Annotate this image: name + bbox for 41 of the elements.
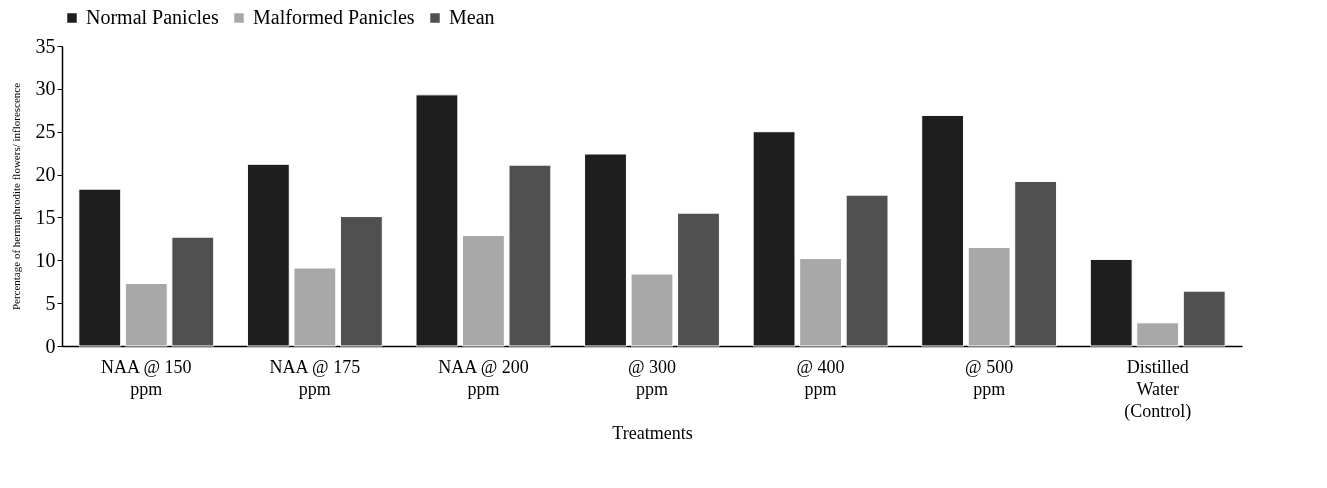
bar	[462, 234, 505, 347]
y-tick-label: 35	[35, 34, 56, 57]
y-tick-label: 25	[35, 120, 56, 143]
y-tick-label: 20	[35, 163, 56, 186]
x-tick-label: Distilled Water (Control)	[1124, 356, 1192, 422]
y-tick-label: 10	[35, 248, 56, 271]
bar	[246, 163, 290, 347]
bar	[584, 153, 627, 347]
bar	[677, 212, 720, 347]
y-tick-label: 30	[35, 77, 56, 100]
bar	[967, 246, 1011, 347]
legend-label: Malformed Panicles	[253, 6, 415, 28]
bar	[415, 94, 459, 347]
legend-label: Mean	[449, 6, 495, 28]
x-tick-label: NAA @ 175 ppm	[269, 356, 361, 399]
bar	[1136, 322, 1180, 347]
x-tick-label: @ 300 ppm	[627, 356, 677, 399]
bar	[171, 236, 215, 347]
x-tick-label: @ 400 ppm	[796, 356, 845, 399]
bar	[1182, 290, 1226, 347]
y-tick-label: 15	[35, 205, 56, 228]
x-axis-title: Treatments	[612, 422, 693, 443]
bar	[293, 267, 337, 347]
y-tick-label: 5	[45, 291, 56, 314]
bar	[752, 131, 796, 347]
bar	[124, 282, 168, 347]
x-tick-label: NAA @ 200 ppm	[438, 356, 529, 399]
y-tick-label: 0	[45, 334, 56, 357]
bar	[1089, 258, 1133, 347]
bar	[1014, 180, 1058, 347]
x-tick-label: @ 500 ppm	[965, 356, 1014, 399]
bar	[921, 114, 965, 347]
bar	[78, 188, 122, 347]
bar	[799, 258, 842, 347]
legend-label: Normal Panicles	[86, 6, 219, 28]
bar	[339, 216, 383, 347]
bar	[508, 164, 552, 347]
y-axis-title: Percentage of hermaphrodite flowers/ inflorescence	[9, 82, 22, 311]
bar	[845, 194, 889, 347]
x-tick-label: NAA @ 150 ppm	[100, 356, 192, 399]
bar	[630, 273, 674, 347]
